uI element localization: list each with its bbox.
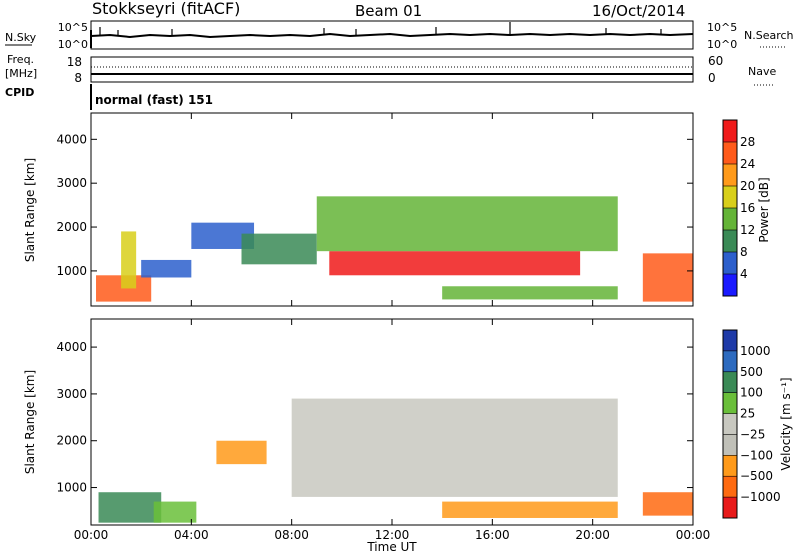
power-colorbar-label: Power [dB] [757,177,771,242]
power-echo-region [141,259,192,278]
x-tick-label: 04:00 [174,528,209,542]
colorbar-tick-label: 8 [740,245,748,259]
y-tick-label: 1000 [56,481,87,495]
power-echo-region [329,251,581,276]
colorbar-swatch [723,230,737,253]
colorbar-swatch [723,497,737,519]
colorbar-tick-label: 1000 [740,344,771,358]
colorbar-swatch [723,142,737,165]
colorbar-swatch [723,186,737,209]
x-tick-label: 08:00 [274,528,309,542]
velocity-y-ticks: 1000 2000 3000 4000 [56,340,693,495]
colorbar-tick-label: 500 [740,365,763,379]
velocity-echo-region [153,501,197,523]
velocity-colorbar-label: Velocity [m s⁻¹] [779,377,793,470]
power-echo-region [642,253,693,302]
y-tick-label: 3000 [56,176,87,190]
power-y-ticks: 1000 2000 3000 4000 [56,132,693,278]
colorbar-tick-label: −100 [740,448,773,462]
nsky-left-tick-bottom: 10^0 [58,38,88,51]
velocity-echo-region [98,492,162,523]
colorbar-swatch [723,274,737,297]
nsky-trace [90,32,694,39]
velocity-echo-region [642,492,693,516]
date-title: 16/Oct/2014 [592,2,685,20]
y-tick-label: 2000 [56,220,87,234]
freq-label-line1: Freq. [7,53,34,66]
x-tick-label: 12:00 [375,528,410,542]
x-tick-label: 00:00 [676,528,711,542]
cpid-mode-text: normal (fast) 151 [95,93,213,107]
colorbar-swatch [723,164,737,187]
colorbar-frame [722,329,738,519]
colorbar-tick-label: 4 [740,267,748,281]
nsky-spikes [99,22,662,36]
y-tick-label: 2000 [56,434,87,448]
nsearch-label: N.Search [744,29,794,42]
nsky-right-tick-top: 10^5 [707,21,737,34]
freq-right-tick-bottom: 0 [708,71,716,85]
power-echo-region [121,231,137,289]
colorbar-swatch [723,455,737,477]
nave-label: Nave [748,65,776,78]
colorbar-swatch [723,350,737,373]
colorbar-swatch [723,330,737,352]
colorbar-swatch [723,476,737,498]
power-echo-region [316,196,618,252]
power-heatmap [96,196,693,302]
velocity-colorbar: 1000 500 100 25 −25 −100 −500 −1000 [722,329,781,519]
x-tick-label: 16:00 [475,528,510,542]
colorbar-swatch [723,413,737,435]
colorbar-tick-label: 28 [740,135,755,149]
station-title: Stokkseyri (fitACF) [92,0,240,18]
velocity-heatmap [98,398,693,523]
colorbar-tick-label: 100 [740,386,763,400]
colorbar-swatch [723,392,737,415]
colorbar-swatch [723,208,737,231]
power-echo-region [442,286,618,300]
freq-panel-frame [90,56,694,83]
nsky-right-tick-bottom: 10^0 [707,38,737,51]
freq-left-tick-bottom: 8 [74,71,82,85]
colorbar-tick-label: −1000 [740,490,781,504]
colorbar-tick-label: 25 [740,407,755,421]
colorbar-swatch [723,371,737,394]
x-tick-label: 00:00 [74,528,109,542]
colorbar-tick-label: 20 [740,179,755,193]
y-tick-label: 3000 [56,387,87,401]
colorbar-swatch [723,252,737,275]
colorbar-swatch [723,120,737,143]
nsky-label: N.Sky [5,31,37,44]
x-axis-label: Time UT [366,540,417,554]
colorbar-tick-label: −25 [740,427,765,441]
freq-label-line2: [MHz] [5,67,37,80]
colorbar-tick-label: 16 [740,201,755,215]
colorbar-tick-label: −500 [740,469,773,483]
y-tick-label: 1000 [56,264,87,278]
cpid-label: CPID [5,86,34,99]
nsky-left-tick-top: 10^5 [58,21,88,34]
velocity-echo-region [216,440,267,465]
y-tick-label: 4000 [56,340,87,354]
velocity-echo-region [442,501,618,518]
beam-title: Beam 01 [355,2,422,20]
x-tick-label: 20:00 [575,528,610,542]
power-colorbar: 4 8 12 16 20 24 28 [722,119,755,297]
freq-right-tick-top: 60 [708,54,723,68]
freq-left-tick-top: 18 [67,55,82,69]
colorbar-tick-label: 12 [740,223,755,237]
velocity-echo-region [291,398,618,497]
y-tick-label: 4000 [56,132,87,146]
velocity-y-label: Slant Range [km] [23,370,37,474]
power-echo-region [241,233,317,265]
colorbar-swatch [723,434,737,456]
colorbar-tick-label: 24 [740,157,755,171]
x-axis-ticks: 00:00 04:00 08:00 12:00 16:00 20:00 00:00 [74,113,711,542]
power-y-label: Slant Range [km] [23,158,37,262]
